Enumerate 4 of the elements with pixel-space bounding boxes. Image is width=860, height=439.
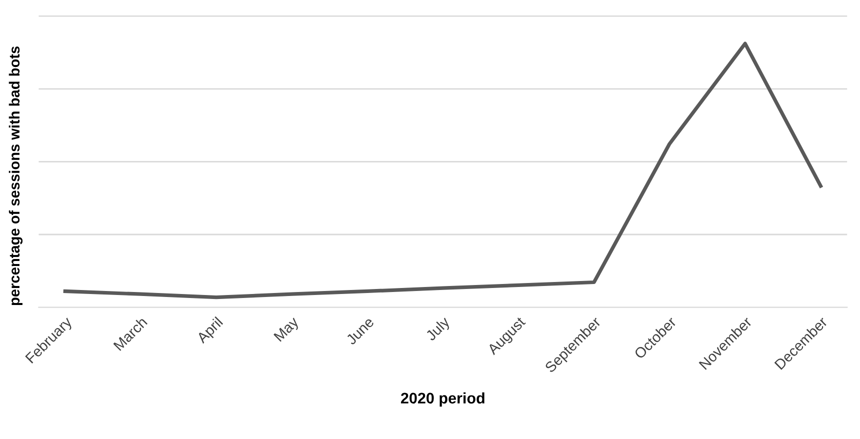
y-axis-title: percentage of sessions with bad bots xyxy=(8,46,23,306)
x-tick-label: July xyxy=(424,316,452,344)
x-tick-label: May xyxy=(274,316,302,344)
x-axis-title: 2020 period xyxy=(400,392,484,407)
